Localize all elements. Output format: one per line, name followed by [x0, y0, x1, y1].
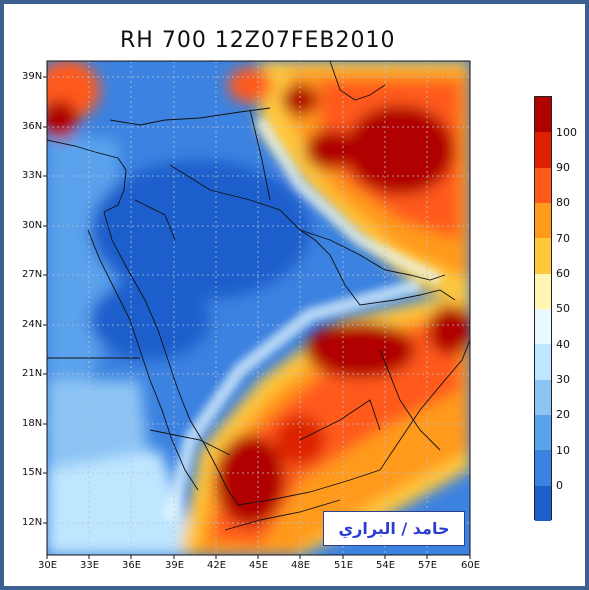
colorbar-segment — [535, 309, 551, 345]
colorbar-label-20: 20 — [556, 408, 570, 421]
lat-label-27n: 27N — [22, 269, 43, 280]
lon-label-60e: 60E — [461, 560, 481, 571]
field-ne-darkred-2 — [305, 130, 355, 170]
lon-label-48e: 48E — [291, 560, 311, 571]
field-n-red — [228, 67, 272, 103]
colorbar-segment — [535, 238, 551, 275]
field-pale-band-n — [254, 116, 443, 286]
colorbar-label-0: 0 — [556, 479, 563, 492]
colorbar-segment — [535, 203, 551, 239]
colorbar-label-60: 60 — [556, 267, 570, 280]
field-se-darkred-3 — [428, 305, 470, 355]
lat-label-39n: 39N — [22, 71, 43, 82]
field-ne-darkred-3 — [282, 84, 318, 116]
lat-label-15n: 15N — [22, 467, 43, 478]
lat-label-30n: 30N — [22, 220, 43, 231]
field-dark-core-2 — [90, 280, 210, 360]
colorbar-label-80: 80 — [556, 196, 570, 209]
colorbar-segment — [535, 344, 551, 381]
colorbar-label-40: 40 — [556, 338, 570, 351]
field-paleblue-sw — [47, 450, 200, 555]
field-nw-darkred — [47, 100, 78, 140]
coastlines — [47, 61, 470, 531]
colorbar-segment — [535, 167, 551, 204]
lon-label-57e: 57E — [418, 560, 438, 571]
colorbar — [534, 96, 552, 522]
colorbar-segment — [535, 379, 551, 416]
map-title: RH 700 12Z07FEB2010 — [120, 28, 396, 53]
field-dark-core — [90, 160, 310, 300]
colorbar-label-70: 70 — [556, 232, 570, 245]
colorbar-segment — [535, 450, 551, 487]
lon-label-42e: 42E — [207, 560, 227, 571]
lon-label-33e: 33E — [80, 560, 100, 571]
lat-label-18n: 18N — [22, 418, 43, 429]
colorbar-segment — [535, 485, 551, 522]
colorbar-label-100: 100 — [556, 126, 577, 139]
colorbar-label-90: 90 — [556, 161, 570, 174]
colorbar-label-50: 50 — [556, 302, 570, 315]
lon-label-51e: 51E — [334, 560, 354, 571]
colorbar-segment — [535, 273, 551, 310]
lat-label-33n: 33N — [22, 170, 43, 181]
field-se-darkred — [305, 322, 415, 378]
lat-label-24n: 24N — [22, 319, 43, 330]
lon-label-39e: 39E — [165, 560, 185, 571]
colorbar-segment — [535, 415, 551, 451]
colorbar-label-10: 10 — [556, 444, 570, 457]
grid-lines — [47, 61, 470, 555]
credit-text: حامد / البراري — [338, 519, 450, 538]
field-ne-darkred — [345, 105, 455, 195]
credit-box: حامد / البراري — [323, 511, 465, 546]
lon-label-36e: 36E — [122, 560, 142, 571]
lat-label-36n: 36N — [22, 121, 43, 132]
lon-label-45e: 45E — [249, 560, 269, 571]
colorbar-label-30: 30 — [556, 373, 570, 386]
lon-label-54e: 54E — [376, 560, 396, 571]
field-se-darkred-2 — [215, 435, 285, 525]
colorbar-segment — [535, 97, 551, 133]
lat-label-12n: 12N — [22, 517, 43, 528]
colorbar-segment — [535, 132, 551, 169]
axis-ticks — [43, 76, 471, 559]
lat-label-21n: 21N — [22, 368, 43, 379]
lon-label-30e: 30E — [38, 560, 58, 571]
